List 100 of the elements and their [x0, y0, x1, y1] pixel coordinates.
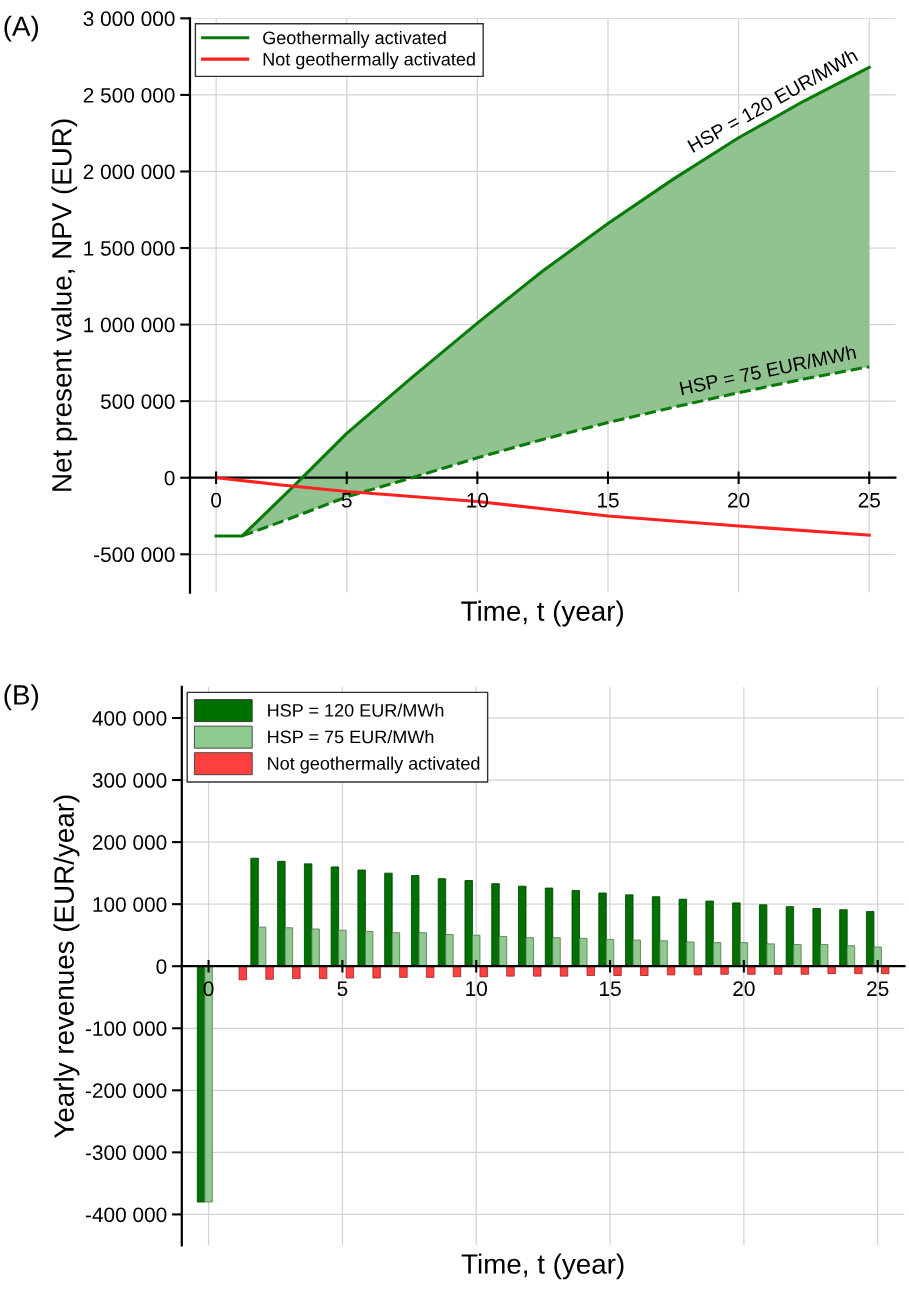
legend-label: HSP = 75 EUR/MWh — [268, 730, 434, 744]
legend-label: Geothermally activated — [263, 30, 446, 48]
x-tick-label: 25 — [867, 981, 889, 997]
chart-title: (A) — [4, 15, 39, 42]
bar — [571, 890, 580, 967]
y-tick-label: 1 500 000 — [84, 241, 175, 256]
bar — [873, 946, 882, 967]
x-tick-label: 15 — [600, 981, 621, 997]
bar — [739, 942, 749, 967]
y-tick-label: 2 000 000 — [83, 164, 175, 180]
bar — [552, 937, 561, 967]
bar — [426, 965, 435, 978]
x-tick-label: 5 — [337, 981, 348, 997]
bar — [625, 894, 634, 967]
bar — [800, 965, 810, 975]
bar — [693, 965, 702, 976]
bar — [747, 965, 756, 975]
bar — [311, 928, 320, 967]
bar — [705, 900, 714, 967]
x-tick-label: 20 — [728, 492, 750, 508]
bar — [292, 965, 301, 980]
bar — [846, 945, 856, 967]
y-tick-label: -100 000 — [85, 1021, 167, 1037]
y-tick-label: -400 000 — [85, 1207, 167, 1223]
bar — [277, 860, 286, 967]
bar — [544, 887, 554, 967]
bar — [364, 931, 374, 967]
y-tick-label: -200 000 — [85, 1083, 167, 1099]
bar — [766, 943, 775, 967]
y-tick-label: 400 000 — [92, 710, 167, 726]
bar — [533, 965, 542, 977]
x-tick-label: 25 — [858, 492, 880, 508]
bar — [445, 934, 454, 967]
bar — [303, 863, 313, 967]
bar — [720, 965, 729, 975]
x-axis-title: Time, t (year) — [461, 1253, 624, 1280]
bar — [284, 927, 294, 967]
y-tick-label: 1 000 000 — [84, 317, 175, 333]
bar — [854, 965, 863, 975]
bar — [391, 932, 401, 967]
x-tick-label: 0 — [211, 492, 222, 508]
bar — [812, 908, 821, 967]
bar — [613, 965, 622, 976]
bar — [785, 906, 795, 967]
bar — [345, 965, 355, 979]
bar — [372, 965, 381, 979]
bar — [479, 965, 488, 978]
bar — [265, 965, 274, 980]
bar — [518, 885, 527, 967]
y-tick-label: 0 — [164, 470, 175, 486]
bar — [678, 898, 688, 967]
bar — [819, 944, 829, 967]
bar — [793, 944, 802, 967]
bar — [257, 926, 267, 967]
legend-label: HSP = 120 EUR/MWh — [268, 703, 444, 717]
bar — [598, 892, 607, 967]
bar — [318, 965, 328, 980]
y-tick-label: 2 500 000 — [83, 87, 175, 103]
bar — [464, 880, 473, 967]
bar — [357, 869, 366, 967]
bar — [632, 939, 641, 967]
bar — [384, 872, 393, 967]
bar — [238, 965, 247, 981]
y-tick-label: 0 — [156, 959, 167, 974]
bar — [338, 929, 347, 967]
bar — [881, 965, 890, 975]
bar — [773, 965, 783, 975]
bar — [640, 965, 649, 976]
bar — [399, 965, 408, 978]
y-tick-label: -300 000 — [85, 1145, 167, 1161]
bar — [250, 857, 259, 967]
x-axis-title: Time, t (year) — [461, 600, 623, 627]
x-tick-label: 20 — [733, 981, 755, 997]
bar — [651, 896, 661, 967]
y-tick-label: 3 000 000 — [83, 11, 175, 27]
bar — [491, 883, 500, 967]
y-tick-label: 200 000 — [92, 835, 167, 850]
x-tick-label: 15 — [597, 493, 619, 508]
bar — [586, 965, 595, 976]
chart-title: (B) — [4, 684, 39, 711]
bar — [659, 940, 668, 967]
bar — [827, 965, 836, 975]
y-axis-title: Net present value, NPV (EUR) — [51, 119, 78, 491]
bar — [525, 937, 534, 967]
bar — [411, 875, 420, 967]
bar — [559, 965, 569, 977]
bar — [712, 942, 722, 967]
bar — [204, 965, 213, 1203]
bar — [498, 936, 508, 967]
y-tick-label: 300 000 — [92, 773, 167, 788]
y-tick-label: -500 000 — [94, 547, 175, 563]
annotation: HSP = 75 EUR/MWh — [679, 344, 857, 396]
bar — [579, 937, 588, 967]
bar — [732, 902, 741, 967]
bar — [418, 932, 427, 967]
bar — [686, 941, 695, 967]
bar — [437, 878, 447, 967]
bar — [472, 934, 481, 967]
y-tick-label: 100 000 — [93, 897, 167, 912]
y-axis-title: Yearly revenues (EUR/year) — [53, 795, 80, 1138]
